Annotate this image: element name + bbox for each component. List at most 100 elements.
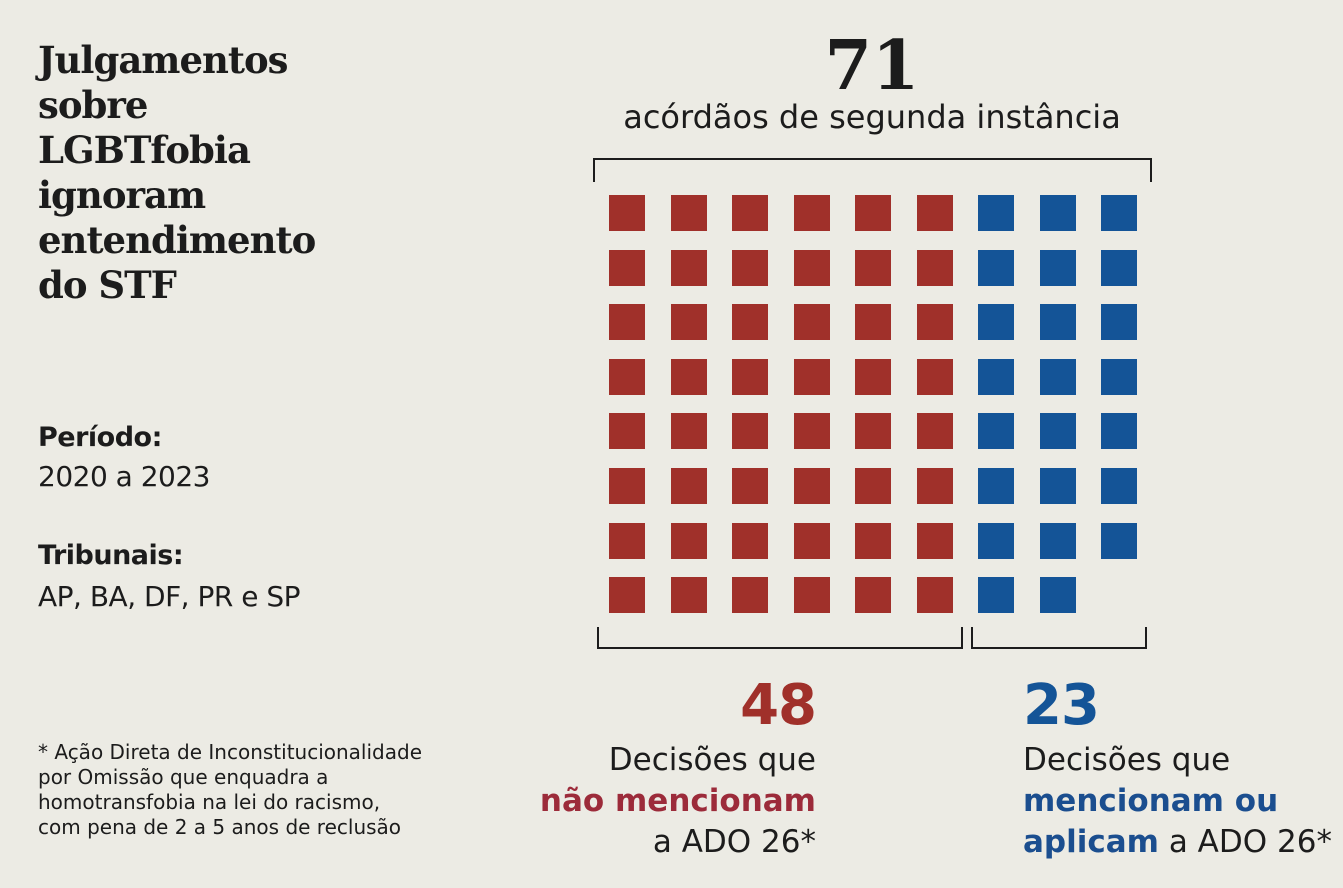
waffle-square-red	[670, 577, 707, 614]
waffle-square-red	[793, 358, 830, 395]
waffle-square-blue	[1039, 577, 1076, 614]
footnote-line: com pena de 2 a 5 anos de reclusão	[38, 815, 402, 839]
waffle-square-red	[916, 577, 953, 614]
waffle-square-blue	[978, 195, 1014, 231]
waffle-square-red	[609, 577, 645, 614]
waffle-square-red	[916, 468, 953, 504]
waffle-square-blue	[1039, 249, 1076, 286]
group-blue: 23 Decisões que mencionam ou aplicam a A…	[1023, 676, 1343, 863]
waffle-square-blue	[978, 468, 1014, 504]
waffle-square-red	[855, 522, 891, 559]
waffle-square-blue	[1101, 195, 1137, 231]
page-title: Julgamentos sobre LGBTfobia ignoram ente…	[38, 38, 378, 308]
total-value: 71	[824, 26, 920, 106]
waffle-square-red	[916, 304, 953, 341]
waffle-square-blue	[1039, 413, 1076, 450]
waffle-square-blue	[1039, 468, 1076, 504]
title-line: entendimento	[38, 218, 316, 262]
waffle-square-blue	[1039, 304, 1076, 341]
waffle-square-blue	[1101, 358, 1137, 395]
waffle-square-red	[609, 522, 645, 559]
red-desc-line: a ADO 26*	[652, 824, 816, 860]
courts-label: Tribunais:	[38, 540, 184, 571]
waffle-square-blue	[978, 304, 1014, 341]
waffle-square-red	[793, 468, 830, 504]
waffle-square-red	[732, 522, 768, 559]
waffle-square-red	[793, 577, 830, 614]
waffle-square-red	[793, 304, 830, 341]
waffle-square-blue	[1101, 468, 1137, 504]
waffle-square-blue	[1101, 304, 1137, 341]
waffle-square-red	[916, 522, 953, 559]
waffle-square-red	[855, 413, 891, 450]
blue-highlight: mencionam ou	[1023, 783, 1279, 819]
red-bracket	[597, 627, 963, 649]
waffle-square-red	[855, 358, 891, 395]
waffle-square-red	[855, 195, 891, 231]
waffle-square-red	[609, 304, 645, 341]
waffle-square-blue	[1101, 522, 1137, 559]
waffle-square-red	[732, 249, 768, 286]
waffle-square-red	[670, 304, 707, 341]
title-line: do STF	[38, 263, 177, 307]
group-red: 48 Decisões que não mencionam a ADO 26*	[520, 676, 817, 863]
red-desc-line: Decisões que	[608, 742, 816, 778]
waffle-square-red	[732, 195, 768, 231]
waffle-square-red	[609, 195, 645, 231]
blue-highlight-2: aplicam	[1023, 824, 1159, 860]
waffle-square-red	[609, 468, 645, 504]
courts-value: AP, BA, DF, PR e SP	[38, 580, 301, 613]
footnote-line: homotransfobia na lei do racismo,	[38, 790, 381, 814]
blue-desc-line: a ADO 26*	[1158, 824, 1332, 860]
red-highlight: não mencionam	[539, 783, 816, 819]
waffle-square-red	[609, 249, 645, 286]
waffle-square-red	[855, 249, 891, 286]
footnote-line: por Omissão que enquadra a	[38, 765, 329, 789]
footnote-line: * Ação Direta de Inconstitucionalidade	[38, 740, 422, 764]
waffle-square-red	[793, 413, 830, 450]
waffle-square-red	[609, 413, 645, 450]
waffle-square-blue	[1101, 413, 1137, 450]
waffle-square-blue	[978, 358, 1014, 395]
waffle-square-blue	[1101, 249, 1137, 286]
footnote: * Ação Direta de Inconstitucionalidade p…	[38, 740, 498, 840]
waffle-square-red	[732, 577, 768, 614]
waffle-square-red	[793, 249, 830, 286]
waffle-square-blue	[978, 522, 1014, 559]
waffle-square-red	[916, 413, 953, 450]
waffle-square-blue	[1039, 358, 1076, 395]
waffle-square-blue	[1039, 195, 1076, 231]
total-bracket	[593, 158, 1152, 182]
waffle-square-red	[670, 413, 707, 450]
waffle-square-red	[670, 249, 707, 286]
waffle-square-red	[855, 304, 891, 341]
title-line: Julgamentos	[38, 38, 289, 82]
period-label: Período:	[38, 422, 162, 453]
waffle-square-red	[855, 577, 891, 614]
period-value: 2020 a 2023	[38, 460, 210, 493]
title-line: LGBTfobia	[38, 128, 251, 172]
title-line: sobre	[38, 83, 148, 127]
waffle-square-red	[732, 304, 768, 341]
total-label: acórdãos de segunda instância	[623, 98, 1121, 136]
waffle-square-red	[916, 195, 953, 231]
blue-bracket	[971, 627, 1147, 649]
waffle-square-red	[670, 195, 707, 231]
blue-value: 23	[1023, 673, 1100, 738]
waffle-square-red	[916, 358, 953, 395]
waffle-square-red	[609, 358, 645, 395]
waffle-square-red	[670, 468, 707, 504]
waffle-square-blue	[978, 413, 1014, 450]
waffle-square-red	[732, 413, 768, 450]
waffle-square-red	[670, 358, 707, 395]
waffle-square-blue	[978, 249, 1014, 286]
blue-desc-line: Decisões que	[1023, 742, 1231, 778]
waffle-square-red	[855, 468, 891, 504]
waffle-square-red	[793, 195, 830, 231]
waffle-square-blue	[978, 577, 1014, 614]
waffle-square-blue	[1039, 522, 1076, 559]
waffle-square-red	[732, 468, 768, 504]
waffle-square-red	[732, 358, 768, 395]
waffle-square-red	[916, 249, 953, 286]
waffle-square-red	[670, 522, 707, 559]
